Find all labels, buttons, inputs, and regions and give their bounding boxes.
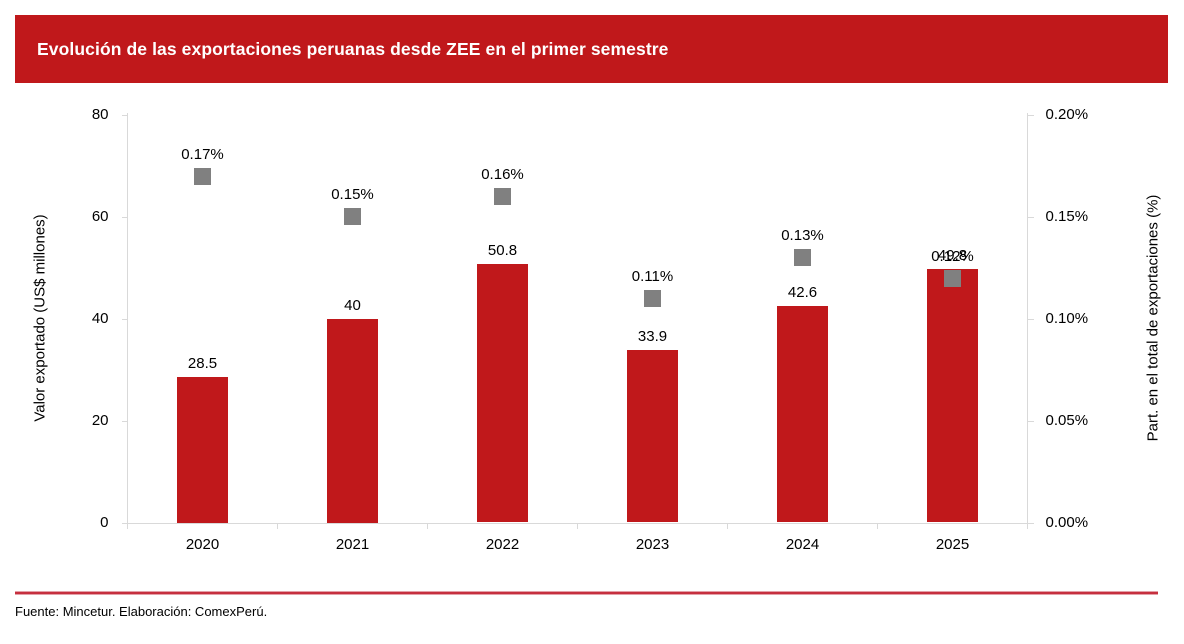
percent-marker-2023 bbox=[644, 289, 661, 307]
x-axis-tick bbox=[877, 523, 878, 529]
right-axis-title: Part. en el total de exportaciones (%) bbox=[1144, 194, 1162, 442]
bar-value-label: 50.8 bbox=[487, 241, 518, 259]
x-axis-category-label: 2021 bbox=[335, 536, 370, 553]
left-axis-tick bbox=[121, 420, 128, 422]
right-axis-tick-label: 0.15% bbox=[1045, 207, 1089, 225]
left-axis-tick bbox=[121, 115, 128, 116]
left-axis-tick bbox=[121, 318, 128, 320]
percent-marker-2025 bbox=[944, 269, 961, 287]
x-axis-tick bbox=[727, 523, 728, 529]
right-axis-tick-label: 0.00% bbox=[1045, 513, 1089, 531]
percent-value-label: 0.13% bbox=[781, 227, 824, 245]
x-axis-tick bbox=[1027, 523, 1028, 529]
chart-title: Evolución de las exportaciones peruanas … bbox=[37, 38, 669, 59]
right-axis-tick bbox=[1027, 522, 1034, 524]
left-axis-tick bbox=[121, 216, 128, 218]
right-axis-tick-label: 0.20% bbox=[1045, 106, 1089, 123]
left-axis-line bbox=[127, 113, 128, 524]
percent-marker-2022 bbox=[494, 188, 511, 205]
x-axis-tick bbox=[427, 523, 428, 529]
percent-value-label: 0.15% bbox=[331, 186, 374, 204]
left-axis-tick bbox=[121, 522, 128, 524]
bar-2021 bbox=[327, 318, 378, 523]
right-axis-line bbox=[1027, 113, 1028, 524]
bar-value-label: 42.6 bbox=[787, 283, 818, 301]
bar-value-label: 28.5 bbox=[187, 355, 218, 373]
right-axis-tick-label: 0.10% bbox=[1045, 309, 1089, 327]
percent-value-label: 0.16% bbox=[481, 166, 524, 183]
x-axis-category-label: 2025 bbox=[935, 536, 970, 553]
bar-value-label: 49.8 bbox=[937, 246, 968, 264]
x-axis-category-label: 2020 bbox=[185, 536, 220, 553]
footer-divider bbox=[15, 591, 1158, 595]
bar-2022 bbox=[477, 263, 528, 523]
left-axis-tick-label: 60 bbox=[91, 207, 109, 225]
x-axis-category-label: 2024 bbox=[785, 536, 820, 553]
right-axis-tick bbox=[1027, 318, 1034, 320]
percent-value-label: 0.12% bbox=[931, 247, 974, 265]
bar-2020 bbox=[177, 377, 228, 523]
x-axis-tick bbox=[277, 523, 278, 529]
x-axis-category-label: 2023 bbox=[635, 536, 670, 553]
x-axis-tick bbox=[127, 523, 128, 529]
x-axis-tick bbox=[577, 523, 578, 529]
title-banner: Evolución de las exportaciones peruanas … bbox=[15, 15, 1168, 83]
bar-value-label: 40 bbox=[344, 296, 361, 314]
right-axis-tick bbox=[1027, 216, 1034, 218]
percent-marker-2020 bbox=[194, 167, 211, 185]
left-axis-tick-label: 80 bbox=[91, 106, 109, 123]
left-axis-tick-label: 40 bbox=[91, 309, 109, 327]
percent-value-label: 0.17% bbox=[181, 145, 224, 163]
percent-marker-2021 bbox=[344, 208, 361, 226]
source-note: Fuente: Mincetur. Elaboración: ComexPerú… bbox=[15, 604, 268, 619]
right-axis-tick bbox=[1027, 420, 1034, 422]
bar-2025 bbox=[927, 268, 978, 523]
bar-2023 bbox=[627, 349, 678, 523]
percent-value-label: 0.11% bbox=[631, 267, 674, 285]
x-axis-category-label: 2022 bbox=[485, 536, 520, 553]
bar-value-label: 33.9 bbox=[637, 327, 668, 345]
right-axis-tick-label: 0.05% bbox=[1045, 411, 1089, 429]
left-axis-tick-label: 20 bbox=[91, 411, 109, 429]
right-axis-tick bbox=[1027, 115, 1034, 116]
left-axis-tick-label: 0 bbox=[100, 513, 109, 531]
bar-2024 bbox=[777, 305, 828, 523]
percent-marker-2024 bbox=[794, 249, 811, 267]
